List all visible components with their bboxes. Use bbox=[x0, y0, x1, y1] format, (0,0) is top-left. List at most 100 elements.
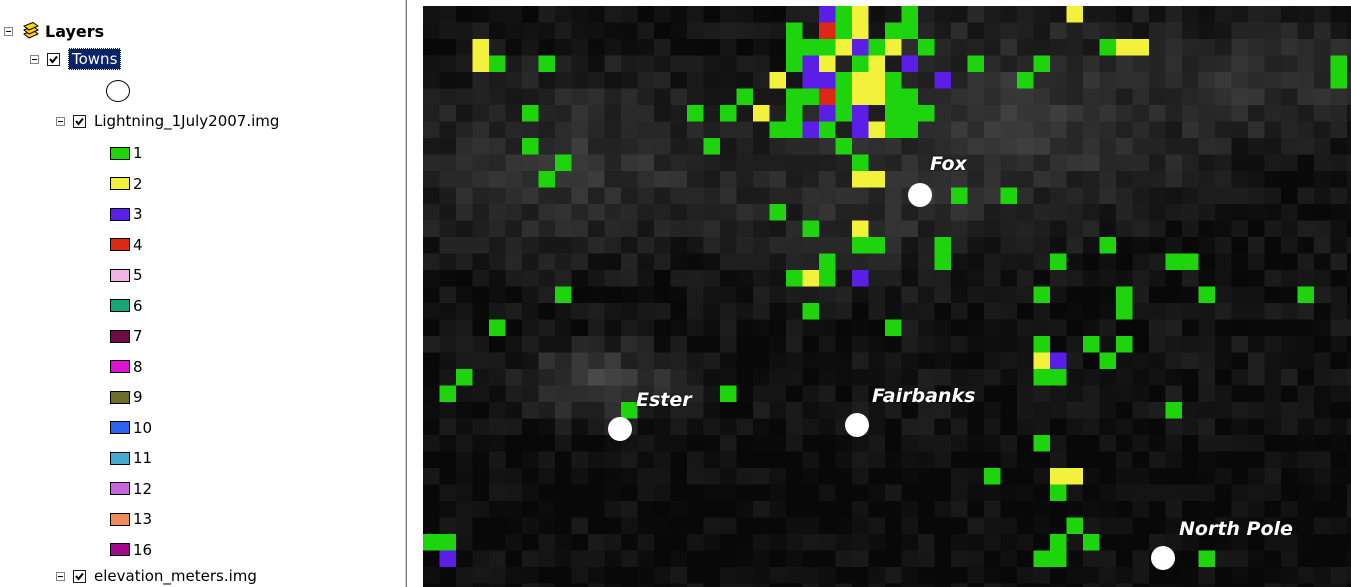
elevation-layer-label[interactable]: elevation_meters.img bbox=[94, 567, 257, 585]
layers-icon bbox=[23, 22, 40, 39]
legend-swatch[interactable] bbox=[110, 451, 130, 465]
lightning-cell bbox=[1033, 550, 1050, 567]
lightning-cell bbox=[852, 72, 869, 89]
lightning-cell bbox=[802, 270, 819, 287]
legend-item[interactable]: 12 bbox=[110, 478, 152, 500]
collapse-icon[interactable] bbox=[4, 26, 13, 36]
legend-swatch[interactable] bbox=[110, 299, 130, 312]
legend-swatch[interactable] bbox=[110, 268, 130, 282]
legend-item[interactable]: 11 bbox=[110, 447, 152, 469]
lightning-cell bbox=[819, 105, 836, 122]
town-marker-fairbanks[interactable] bbox=[845, 413, 869, 437]
legend-item[interactable]: 1 bbox=[110, 142, 143, 164]
lightning-cell bbox=[621, 402, 638, 419]
lightning-cell bbox=[753, 105, 770, 122]
lightning-cell bbox=[423, 534, 440, 551]
legend-item[interactable]: 4 bbox=[110, 234, 143, 256]
legend-swatch[interactable] bbox=[110, 390, 130, 404]
legend-swatch[interactable] bbox=[110, 146, 130, 160]
lightning-cell bbox=[1083, 534, 1100, 551]
legend-swatch[interactable] bbox=[110, 482, 130, 495]
legend-item[interactable]: 2 bbox=[110, 173, 143, 195]
lightning-cell bbox=[1165, 402, 1182, 419]
lightning-cell bbox=[522, 105, 539, 122]
lightning-cell bbox=[456, 369, 473, 386]
legend-label: 13 bbox=[133, 510, 153, 528]
lightning-cell bbox=[769, 204, 786, 221]
toc-root-row[interactable]: Layers bbox=[4, 20, 104, 42]
lightning-cell bbox=[1297, 286, 1314, 303]
legend-swatch[interactable] bbox=[110, 543, 130, 556]
collapse-icon[interactable] bbox=[30, 54, 39, 64]
lightning-cell bbox=[538, 55, 555, 72]
town-marker-fox[interactable] bbox=[908, 183, 932, 207]
town-label-fairbanks: Fairbanks bbox=[872, 385, 976, 407]
legend-item[interactable]: 10 bbox=[110, 417, 152, 439]
lightning-cell bbox=[868, 88, 885, 105]
collapse-icon[interactable] bbox=[56, 116, 65, 126]
check-icon bbox=[75, 572, 84, 581]
legend-label: 8 bbox=[133, 357, 143, 376]
lightning-cell bbox=[852, 237, 869, 254]
lightning-cell bbox=[1033, 55, 1050, 72]
panel-splitter[interactable] bbox=[404, 0, 407, 587]
towns-layer-label[interactable]: Towns bbox=[68, 48, 122, 70]
lightning-cell bbox=[1198, 550, 1215, 567]
lightning-cell bbox=[852, 6, 869, 23]
lightning-cell bbox=[967, 55, 984, 72]
lightning-cell bbox=[901, 6, 918, 23]
map-frame: Fox Ester Fairbanks North Pole bbox=[407, 0, 1351, 587]
lightning-cell bbox=[802, 39, 819, 56]
lightning-cell bbox=[1066, 6, 1083, 23]
map-view[interactable]: Fox Ester Fairbanks North Pole bbox=[423, 6, 1351, 587]
town-label-north-pole: North Pole bbox=[1179, 518, 1293, 540]
legend-item[interactable]: 16 bbox=[110, 539, 152, 561]
lightning-cell bbox=[819, 6, 836, 23]
legend-item[interactable]: 9 bbox=[110, 386, 143, 408]
towns-visibility-checkbox[interactable] bbox=[47, 52, 60, 66]
legend-swatch[interactable] bbox=[110, 238, 130, 251]
legend-swatch[interactable] bbox=[110, 329, 130, 343]
legend-label: 1 bbox=[133, 144, 143, 162]
toc-layer-towns[interactable]: Towns bbox=[30, 48, 122, 70]
lightning-cell bbox=[489, 55, 506, 72]
lightning-layer-label[interactable]: Lightning_1July2007.img bbox=[94, 112, 280, 130]
legend-swatch[interactable] bbox=[110, 512, 130, 526]
check-icon bbox=[49, 55, 58, 64]
legend-item[interactable]: 8 bbox=[110, 356, 143, 378]
lightning-cell bbox=[1099, 352, 1116, 369]
lightning-cell bbox=[720, 385, 737, 402]
elevation-visibility-checkbox[interactable] bbox=[73, 569, 86, 583]
collapse-icon[interactable] bbox=[56, 571, 65, 581]
lightning-cell bbox=[472, 39, 489, 56]
lightning-visibility-checkbox[interactable] bbox=[73, 114, 86, 128]
legend-swatch[interactable] bbox=[110, 207, 130, 221]
lightning-cell bbox=[1000, 187, 1017, 204]
lightning-cell bbox=[1033, 435, 1050, 452]
lightning-cell bbox=[1033, 369, 1050, 386]
lightning-cell bbox=[819, 88, 836, 105]
legend-swatch[interactable] bbox=[110, 421, 130, 434]
town-marker-north-pole[interactable] bbox=[1151, 546, 1175, 570]
legend-label: 9 bbox=[133, 388, 143, 406]
legend-swatch[interactable] bbox=[110, 177, 130, 190]
town-label-ester: Ester bbox=[636, 389, 692, 411]
legend-item[interactable]: 3 bbox=[110, 203, 143, 225]
legend-item[interactable]: 7 bbox=[110, 325, 143, 347]
legend-swatch[interactable] bbox=[110, 360, 130, 373]
lightning-cell bbox=[835, 39, 852, 56]
lightning-cell bbox=[538, 171, 555, 188]
legend-item[interactable]: 5 bbox=[110, 264, 143, 286]
town-marker-ester[interactable] bbox=[608, 417, 632, 441]
toc-layer-elevation[interactable]: elevation_meters.img bbox=[56, 565, 257, 587]
toc-layer-lightning[interactable]: Lightning_1July2007.img bbox=[56, 110, 279, 132]
lightning-cell bbox=[769, 72, 786, 89]
legend-item[interactable]: 13 bbox=[110, 508, 152, 530]
legend-label: 4 bbox=[133, 235, 143, 254]
lightning-cell bbox=[934, 237, 951, 254]
lightning-cell bbox=[819, 39, 836, 56]
lightning-cell bbox=[439, 534, 456, 551]
lightning-cell bbox=[786, 105, 803, 122]
legend-item[interactable]: 6 bbox=[110, 295, 143, 317]
lightning-cell bbox=[819, 22, 836, 39]
